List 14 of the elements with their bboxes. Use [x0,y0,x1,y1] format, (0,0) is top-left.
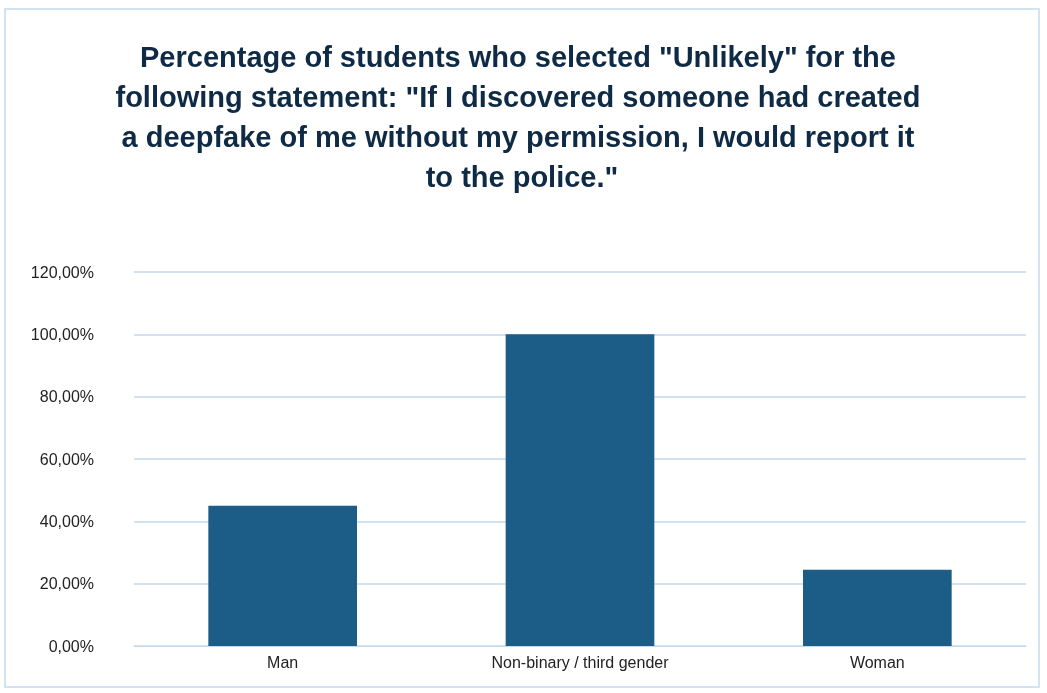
y-tick-label: 120,00% [30,263,94,281]
bar [505,334,655,646]
y-tick-label: 20,00% [39,575,94,593]
y-tick-label: 60,00% [39,450,94,468]
bar [803,569,952,646]
x-tick-label: Non-binary / third gender [491,653,670,671]
bar [208,505,357,646]
x-tick-label: Man [267,653,299,671]
x-tick-label: Woman [849,653,905,671]
y-tick-label: 80,00% [39,388,94,406]
y-tick-label: 0,00% [48,637,94,655]
y-tick-label: 40,00% [39,512,94,530]
y-tick-label: 100,00% [30,325,94,343]
chart-title: Percentage of students who selected "Unlikely" for the following statement: "If I discovered someone had created a deepfake of me without my permission, I would report it to the police." [115,41,929,193]
